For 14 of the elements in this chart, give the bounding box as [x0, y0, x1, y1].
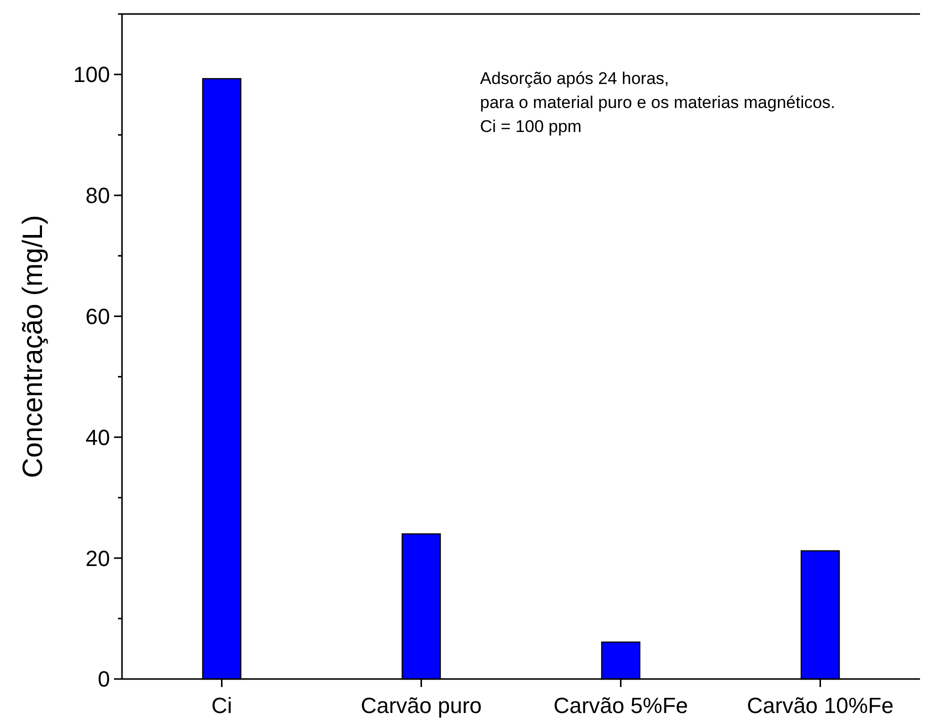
- y-tick-label: 100: [73, 62, 110, 88]
- y-axis-title: Concentração (mg/L): [17, 214, 48, 478]
- x-tick-label: Ci: [211, 693, 232, 718]
- y-tick-label: 0: [98, 666, 110, 692]
- annotation: para o material puro e os materias magnéticos.: [480, 93, 836, 112]
- annotation: Adsorção após 24 horas,: [480, 69, 670, 88]
- y-tick-label: 20: [86, 546, 110, 571]
- x-tick-label: Carvão 10%Fe: [746, 693, 894, 718]
- y-tick-label: 60: [86, 304, 110, 329]
- x-tick-label: Carvão 5%Fe: [553, 693, 688, 718]
- y-tick-label: 40: [86, 424, 110, 450]
- x-tick-label: Carvão puro: [360, 693, 482, 718]
- annotation: Ci = 100 ppm: [480, 117, 582, 136]
- y-tick-label: 80: [86, 183, 110, 208]
